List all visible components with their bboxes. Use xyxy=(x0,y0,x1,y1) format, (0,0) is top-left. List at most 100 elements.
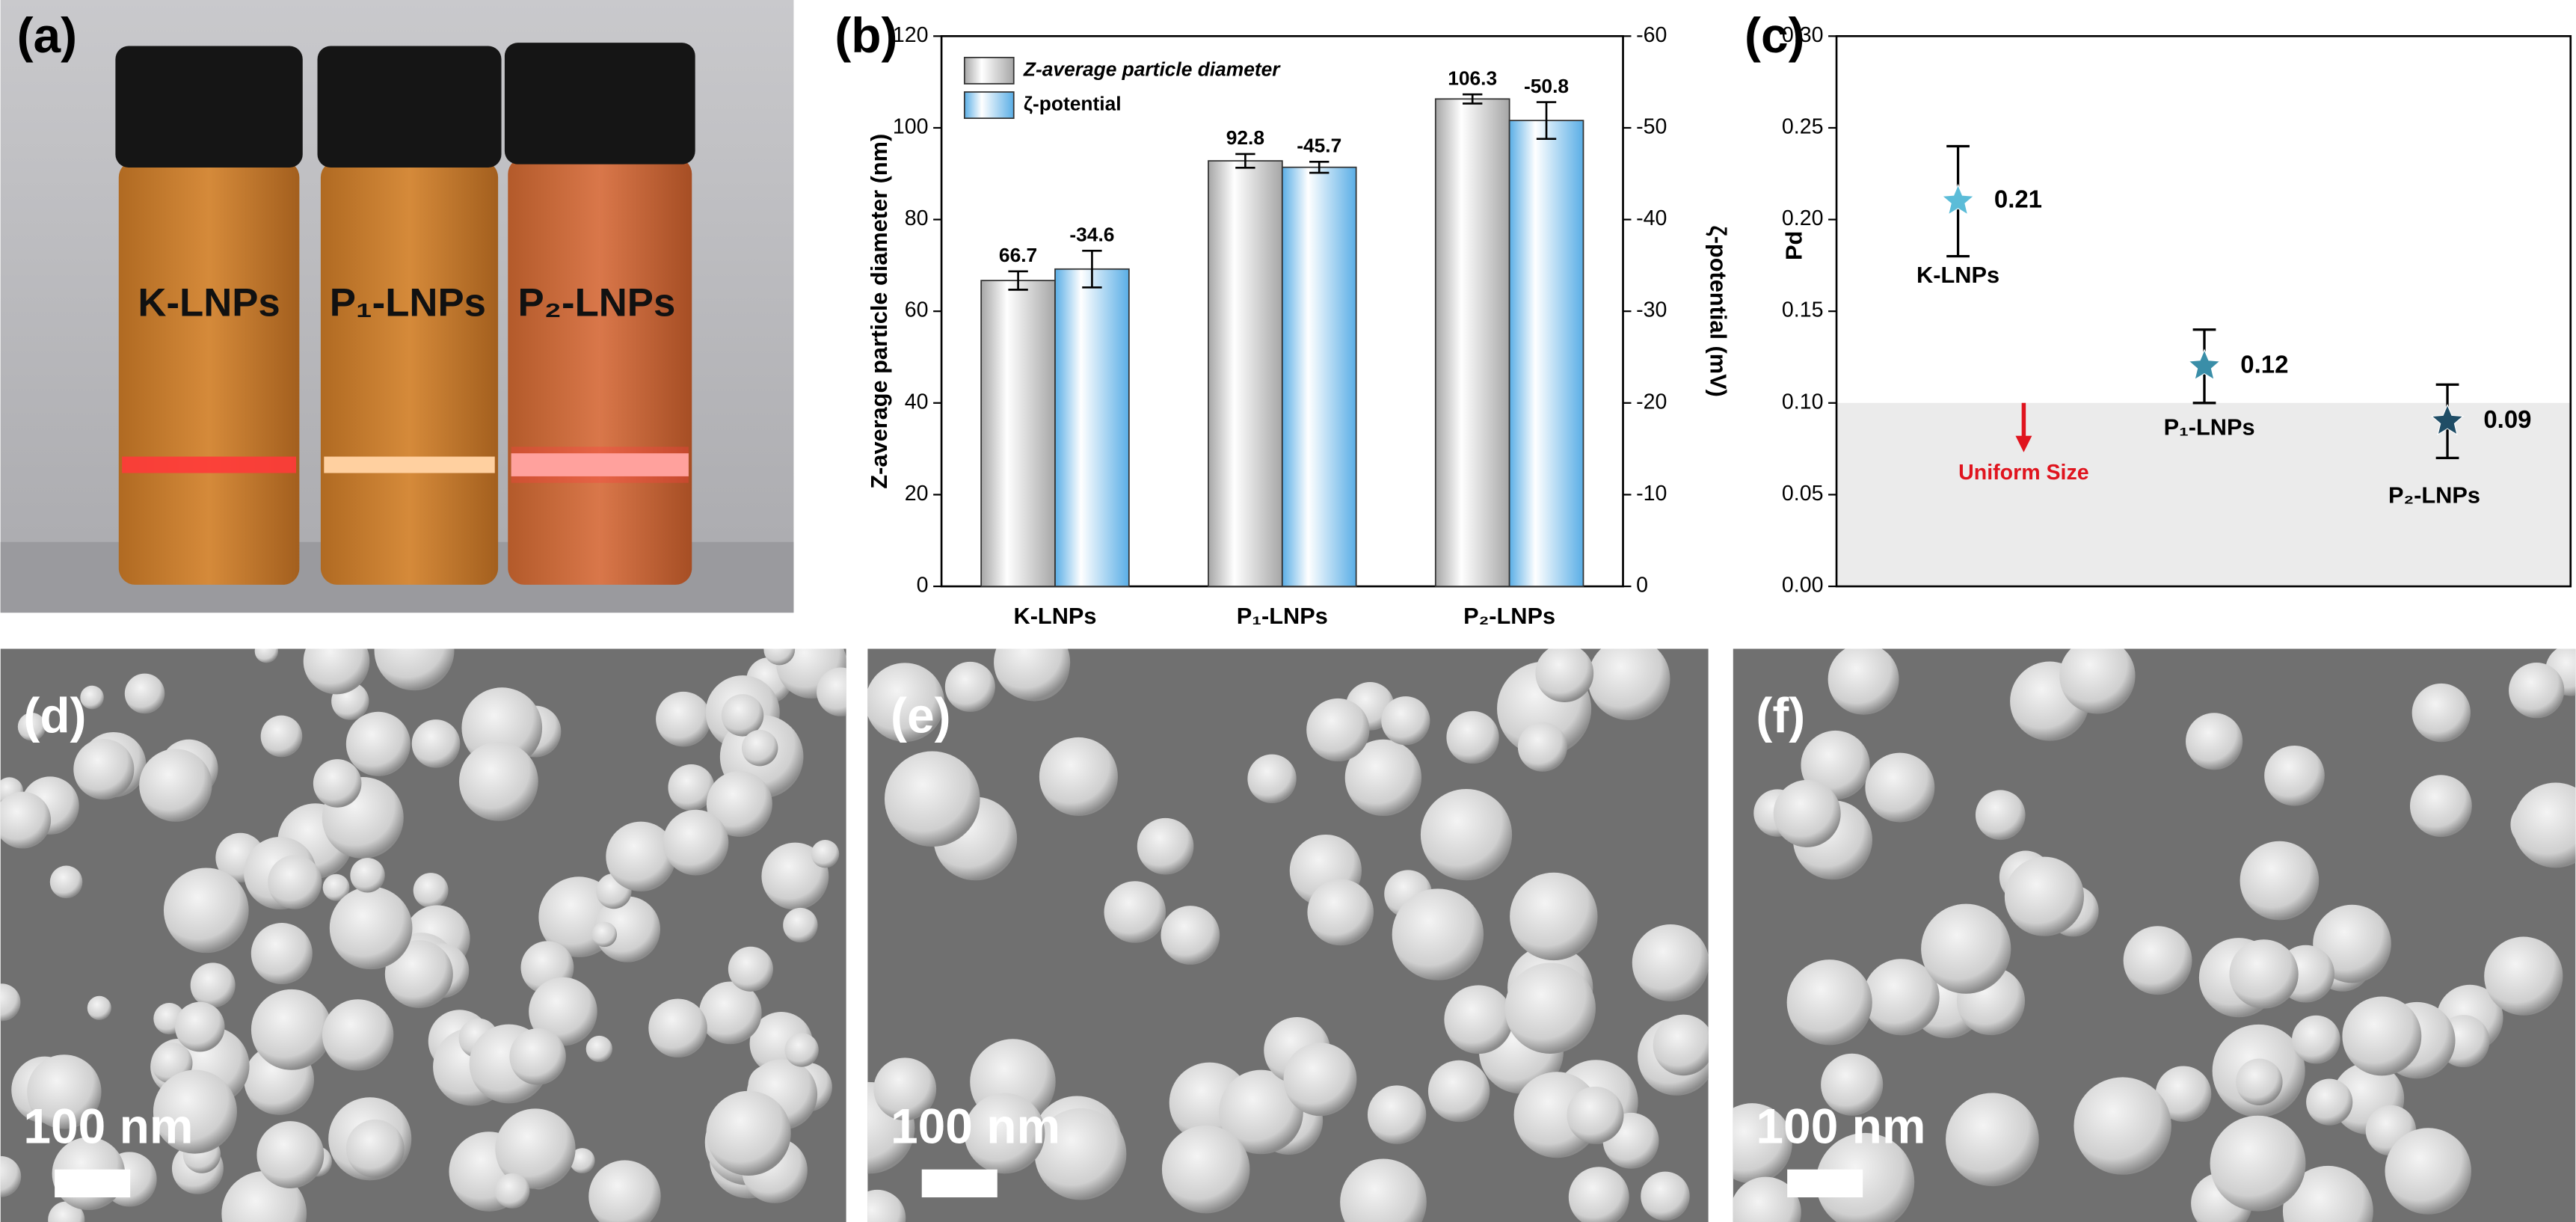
particle xyxy=(594,896,660,962)
particle xyxy=(2074,1077,2171,1175)
particle xyxy=(2059,648,2136,714)
bar xyxy=(1208,160,1283,587)
y-tick-label: 0.30 xyxy=(1782,23,1824,47)
particle xyxy=(1535,648,1594,703)
legend-label: ζ-potential xyxy=(1024,93,1122,115)
particle xyxy=(2484,936,2563,1016)
particle xyxy=(884,751,980,847)
category-label: P₁-LNPs xyxy=(2164,414,2255,440)
particle xyxy=(1816,1132,1915,1222)
vial xyxy=(317,46,502,585)
particle xyxy=(1039,737,1118,817)
particle xyxy=(867,663,945,743)
bar xyxy=(1508,120,1584,587)
particle xyxy=(761,842,829,910)
particle xyxy=(811,840,840,868)
point xyxy=(1941,183,1975,215)
scale-bar xyxy=(55,1169,131,1198)
particle xyxy=(2155,1066,2212,1122)
data-label: 0.21 xyxy=(1994,185,2042,213)
panel-label: (f) xyxy=(1756,687,1805,743)
panel-label: (e) xyxy=(891,687,951,743)
y-axis-label: Pd xyxy=(1780,231,1807,260)
particle xyxy=(268,855,322,909)
particle xyxy=(2210,1115,2306,1212)
particle xyxy=(2306,1078,2353,1126)
x-tick-label: P₁-LNPs xyxy=(1237,603,1328,629)
y-tick-label: 120 xyxy=(893,23,929,47)
particle xyxy=(964,1093,1045,1174)
error-bar xyxy=(1082,249,1102,289)
particle xyxy=(27,1054,102,1129)
particle xyxy=(2004,856,2084,936)
particle xyxy=(2186,713,2243,770)
particle xyxy=(0,983,21,1022)
particle xyxy=(1773,779,1841,847)
y2-axis-label: ζ-potential (mV) xyxy=(1706,226,1732,397)
particle xyxy=(668,764,715,811)
annotation: Uniform Size xyxy=(1958,461,2088,485)
particle xyxy=(260,715,303,758)
particle xyxy=(1104,881,1166,943)
particle xyxy=(0,1155,22,1197)
particle xyxy=(741,729,778,767)
particle xyxy=(322,999,394,1071)
particle xyxy=(1653,1014,1709,1076)
particle xyxy=(1641,1171,1690,1221)
legend-swatch xyxy=(963,91,1015,120)
y-axis-label: Z-average particle diameter (nm) xyxy=(866,134,892,489)
particle xyxy=(1137,817,1194,875)
particle xyxy=(384,939,453,1008)
data-label: 0.09 xyxy=(2483,405,2531,433)
particle xyxy=(763,648,796,666)
particle xyxy=(303,648,370,695)
photo: K-LNPs P₁-LNPs P₂-LNPs xyxy=(0,0,794,613)
particle xyxy=(588,1160,661,1222)
particle xyxy=(1444,985,1513,1054)
particle xyxy=(569,1148,595,1173)
particle xyxy=(374,648,455,691)
panel-label: (a) xyxy=(17,7,78,63)
y2-tick-label: -50 xyxy=(1636,114,1667,138)
error-bar xyxy=(1008,270,1028,291)
y-tick-label: 40 xyxy=(905,390,929,414)
particle xyxy=(1568,1167,1629,1222)
data-label: 106.3 xyxy=(1448,67,1497,89)
particle xyxy=(322,873,350,901)
particle xyxy=(1863,959,1940,1036)
particle xyxy=(1632,924,1709,1001)
particle xyxy=(585,1035,612,1063)
particle xyxy=(698,981,762,1045)
particle xyxy=(648,998,707,1058)
particle xyxy=(2240,841,2320,921)
particle xyxy=(1567,1086,1624,1144)
particle xyxy=(329,886,413,970)
particle xyxy=(1733,1103,1792,1184)
particle xyxy=(174,1001,225,1052)
particle xyxy=(1034,1108,1127,1200)
particle xyxy=(2229,939,2299,1009)
y-tick-label: 100 xyxy=(893,114,929,138)
particle xyxy=(256,1121,325,1188)
particle xyxy=(494,1173,530,1209)
category-label: P₂-LNPs xyxy=(2388,482,2480,508)
particle xyxy=(1828,648,1899,715)
y2-tick-label: -30 xyxy=(1636,298,1667,322)
y2-tick-label: -40 xyxy=(1636,206,1667,230)
particle xyxy=(1219,1069,1303,1155)
bar xyxy=(980,280,1056,587)
bar xyxy=(1281,166,1357,587)
particle xyxy=(0,791,52,849)
particle xyxy=(591,921,618,948)
scatter-chart: 0.00 0.05 0.10 0.15 0.20 0.25 0.30 Pd 0.21 K-LNPs… xyxy=(1780,23,2572,598)
arrow-head xyxy=(2015,435,2032,452)
particle xyxy=(345,1120,405,1178)
particle xyxy=(1420,788,1513,881)
particle xyxy=(153,1069,237,1154)
particle xyxy=(606,821,676,892)
particle xyxy=(495,1108,576,1189)
vial xyxy=(115,46,303,585)
particle xyxy=(706,1090,791,1176)
particle xyxy=(250,989,332,1070)
